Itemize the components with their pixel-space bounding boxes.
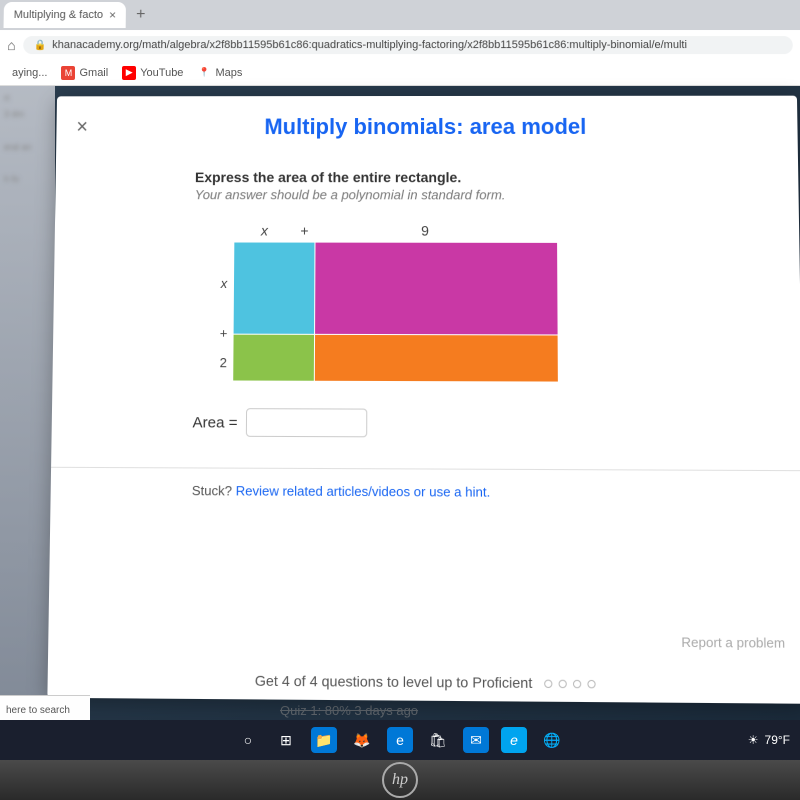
stuck-prefix: Stuck? (192, 483, 236, 499)
stuck-row: Stuck? Review related articles/videos or… (51, 468, 800, 502)
background-text: Quiz 1: 80% 3 days ago (280, 703, 418, 718)
panel-header: × Multiply binomials: area model (56, 96, 798, 149)
bookmarks-bar: aying... M Gmail ▶ YouTube 📍 Maps (0, 60, 800, 86)
background-window-sliver: rt3 dm eral an h fo (0, 86, 55, 726)
label-top-x: x (234, 222, 294, 238)
cortana-icon[interactable]: ○ (235, 727, 261, 753)
task-view-icon[interactable]: ⊞ (273, 727, 299, 753)
dot-icon (545, 680, 553, 688)
label-side-2: 2 (213, 342, 233, 383)
system-tray[interactable]: ☀ 79°F (748, 733, 790, 747)
label-side-x: x (214, 242, 235, 323)
cell-x-times-x (234, 243, 315, 334)
area-input[interactable] (245, 408, 366, 437)
weather-icon: ☀ (748, 733, 759, 747)
firefox-icon[interactable]: 🦊 (349, 727, 375, 753)
prompt-main: Express the area of the entire rectangle… (195, 169, 758, 185)
label-top-9: 9 (315, 222, 536, 238)
panel-title: Multiply binomials: area model (106, 114, 777, 140)
home-icon[interactable]: ⌂ (7, 37, 16, 53)
cell-x-times-9 (315, 243, 558, 335)
side-labels: x + 2 (213, 242, 234, 382)
top-labels: x + 9 (234, 222, 758, 239)
dot-icon (573, 680, 581, 688)
dot-icon (559, 680, 567, 688)
new-tab-button[interactable]: + (126, 6, 156, 24)
bookmark-label: Maps (215, 67, 242, 79)
answer-row: Area = (192, 408, 761, 439)
gmail-icon: M (61, 66, 75, 80)
close-button[interactable]: × (76, 116, 106, 139)
hint-link[interactable]: Review related articles/videos or use a … (236, 483, 491, 500)
edge-icon[interactable]: e (387, 727, 413, 753)
bookmark-label: YouTube (140, 67, 183, 79)
cell-2-times-x (233, 335, 314, 381)
store-icon[interactable]: 🛍 (425, 727, 451, 753)
area-label: Area = (192, 414, 237, 432)
area-model: x + 9 x + 2 (213, 222, 761, 384)
area-grid (233, 243, 558, 384)
prompt-sub: Your answer should be a polynomial in st… (195, 187, 758, 202)
exercise-content: Express the area of the entire rectangle… (52, 149, 800, 439)
label-top-plus: + (294, 222, 314, 238)
browser-chrome: Multiplying & facto × + ⌂ 🔒 khanacademy.… (0, 0, 800, 60)
dot-icon (588, 680, 596, 688)
exercise-panel: × Multiply binomials: area model Express… (47, 96, 800, 704)
laptop-bezel: hp (0, 760, 800, 800)
ie-icon[interactable]: e (501, 727, 527, 753)
tab-bar: Multiplying & facto × + (0, 0, 800, 30)
lock-icon: 🔒 (34, 40, 47, 51)
search-placeholder: here to search (6, 705, 70, 716)
maps-icon: 📍 (197, 66, 211, 80)
progress-text: Get 4 of 4 questions to level up to Prof… (48, 671, 800, 694)
hp-logo: hp (382, 762, 418, 798)
label-side-plus: + (213, 323, 233, 341)
progress-dots (545, 680, 597, 689)
taskbar: ○ ⊞ 📁 🦊 e 🛍 ✉ e 🌐 ☀ 79°F (0, 720, 800, 760)
temperature: 79°F (765, 733, 790, 747)
progress-label: Get 4 of 4 questions to level up to Prof… (255, 672, 533, 691)
tab-title: Multiplying & facto (14, 9, 104, 21)
url-box[interactable]: 🔒 khanacademy.org/math/algebra/x2f8bb115… (24, 36, 793, 54)
close-icon[interactable]: × (109, 8, 116, 22)
bookmark-maps[interactable]: 📍 Maps (197, 66, 242, 80)
report-problem-link[interactable]: Report a problem (681, 634, 785, 650)
youtube-icon: ▶ (122, 66, 136, 80)
bookmark-gmail[interactable]: M Gmail (61, 66, 108, 80)
chrome-icon[interactable]: 🌐 (539, 727, 565, 753)
bookmark-label: aying... (12, 67, 47, 79)
file-explorer-icon[interactable]: 📁 (311, 727, 337, 753)
bookmark-label: Gmail (79, 67, 108, 79)
url-text: khanacademy.org/math/algebra/x2f8bb11595… (52, 39, 687, 51)
bookmark-youtube[interactable]: ▶ YouTube (122, 66, 183, 80)
mail-icon[interactable]: ✉ (463, 727, 489, 753)
cell-2-times-9 (315, 335, 558, 382)
browser-tab[interactable]: Multiplying & facto × (4, 2, 127, 28)
address-bar: ⌂ 🔒 khanacademy.org/math/algebra/x2f8bb1… (0, 30, 800, 60)
bookmark-item[interactable]: aying... (12, 67, 47, 79)
